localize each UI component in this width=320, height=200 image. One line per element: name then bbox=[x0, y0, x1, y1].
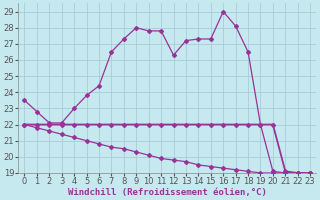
X-axis label: Windchill (Refroidissement éolien,°C): Windchill (Refroidissement éolien,°C) bbox=[68, 188, 267, 197]
